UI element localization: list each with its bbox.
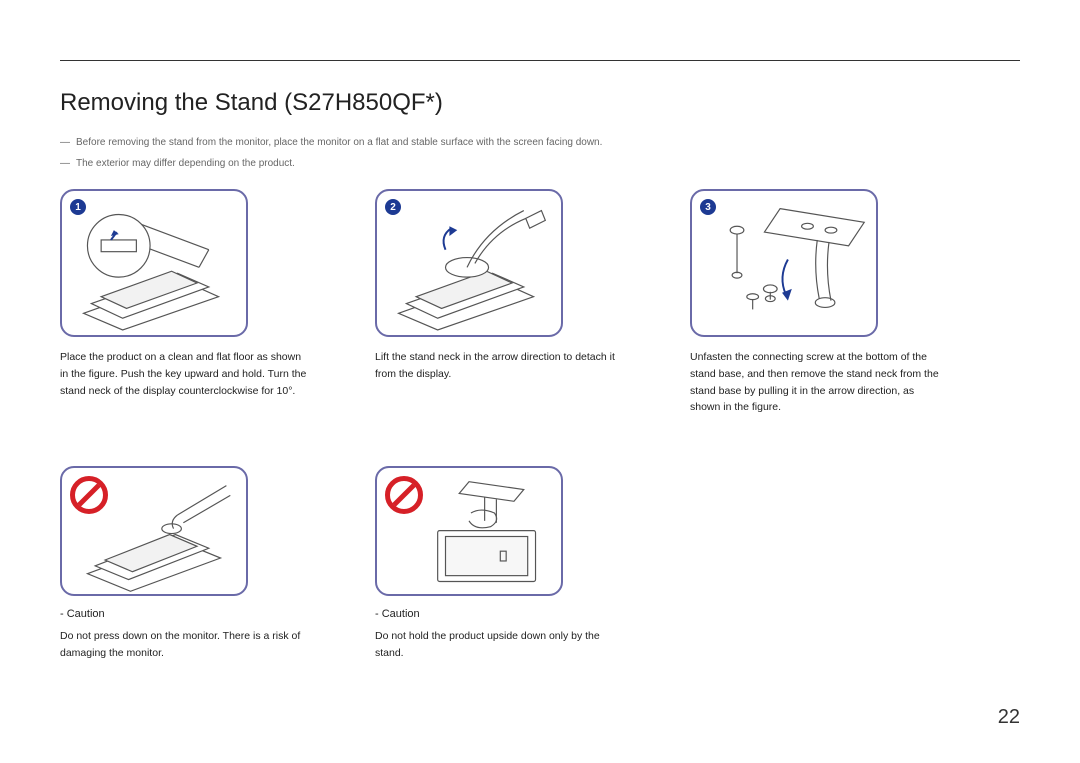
caution-2-label: - Caution [375, 608, 625, 620]
caution-row: - Caution Do not press down on the monit… [60, 466, 1020, 662]
steps-row: 1 [60, 189, 1020, 416]
caution-2: - Caution Do not hold the product upside… [375, 466, 625, 662]
caution-2-illustration [377, 468, 561, 595]
step-2-figure: 2 [375, 189, 563, 337]
note-dash: ― [60, 135, 70, 150]
step-3-figure: 3 [690, 189, 878, 337]
step-3: 3 [690, 189, 940, 416]
caution-1-figure [60, 466, 248, 596]
step-1-text: Place the product on a clean and flat fl… [60, 349, 310, 399]
step-2-illustration [377, 191, 561, 336]
step-1-illustration [62, 191, 246, 336]
step-3-text: Unfasten the connecting screw at the bot… [690, 349, 940, 416]
step-1-figure: 1 [60, 189, 248, 337]
note-dash: ― [60, 156, 70, 171]
step-1: 1 [60, 189, 310, 416]
caution-1-text: Do not press down on the monitor. There … [60, 628, 310, 662]
caution-1: - Caution Do not press down on the monit… [60, 466, 310, 662]
note-text: The exterior may differ depending on the… [76, 156, 295, 171]
step-2: 2 Lift the stand neck in the a [375, 189, 625, 416]
page-title: Removing the Stand (S27H850QF*) [60, 89, 1020, 117]
step-3-illustration [692, 191, 876, 336]
step-2-text: Lift the stand neck in the arrow directi… [375, 349, 625, 383]
page-body: Removing the Stand (S27H850QF*) ― Before… [0, 0, 1080, 662]
page-number: 22 [998, 706, 1020, 729]
caution-2-figure [375, 466, 563, 596]
caution-1-label: - Caution [60, 608, 310, 620]
top-rule [60, 60, 1020, 61]
note-line-2: ― The exterior may differ depending on t… [60, 156, 1020, 171]
caution-2-text: Do not hold the product upside down only… [375, 628, 625, 662]
caution-1-illustration [62, 468, 246, 595]
note-text: Before removing the stand from the monit… [76, 135, 602, 150]
note-line-1: ― Before removing the stand from the mon… [60, 135, 1020, 150]
